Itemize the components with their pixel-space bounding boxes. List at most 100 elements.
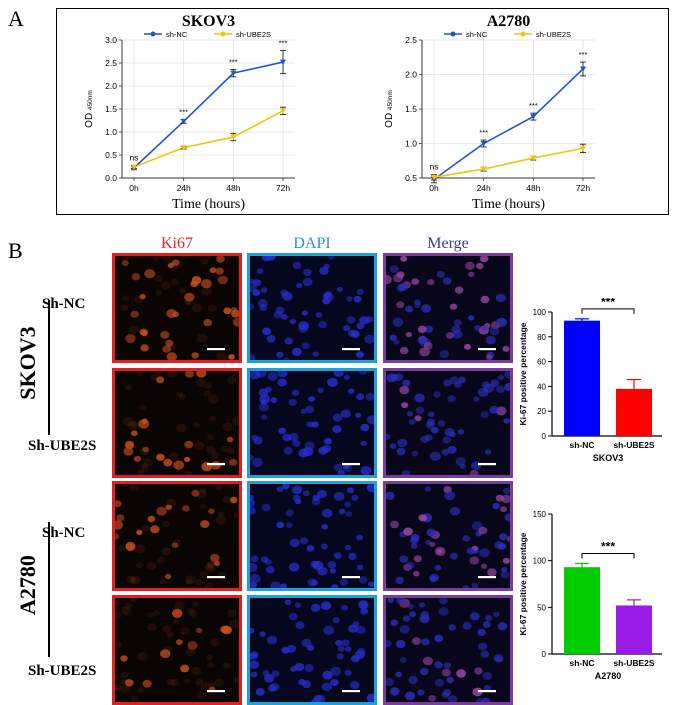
x-tick-label: 0h: [429, 183, 439, 193]
bar-sh-NC: [564, 320, 600, 436]
x-tick-label: 24h: [177, 183, 191, 193]
micrograph-dapi-row-1: [247, 253, 377, 363]
data-point: [280, 108, 286, 114]
data-point: [280, 59, 286, 66]
y-tick-label: 50: [537, 603, 546, 612]
micrograph-ki67-row-4: [112, 595, 242, 705]
y-tick-label: 150: [533, 510, 547, 519]
scale-bar: [207, 690, 225, 693]
data-point: [480, 141, 487, 147]
row-label-skov3-shnc: Sh-NC: [42, 296, 86, 312]
micrograph-merge-row-3: [383, 481, 513, 591]
y-tick-label: 1.0: [105, 127, 117, 137]
y-axis-label: OD 450nm: [84, 90, 95, 128]
micrograph-dapi-row-3: [247, 481, 377, 591]
significance-bracket: [581, 308, 635, 314]
significance-label: ***: [579, 50, 588, 59]
panel-a-frame: [56, 8, 669, 215]
legend-label: sh-UBE2S: [536, 30, 571, 39]
col-header-dapi: DAPI: [293, 235, 331, 252]
data-point: [180, 145, 187, 151]
x-axis-label: Time (hours): [472, 197, 545, 212]
scale-bar: [478, 463, 496, 466]
significance-bracket: [581, 552, 635, 559]
legend-marker: [450, 31, 456, 37]
micrograph-merge-row-4: [383, 595, 513, 705]
y-tick-label: 2.0: [105, 81, 117, 91]
significance-label: ***: [601, 298, 615, 309]
data-point: [530, 114, 537, 120]
data-point: [131, 164, 137, 170]
series-line-sh-NC: [433, 68, 584, 181]
y-tick-label: 1.5: [405, 104, 417, 114]
data-point: [530, 155, 537, 161]
legend-marker: [520, 31, 526, 37]
bar-sh-UBE2S: [616, 605, 652, 654]
y-tick-label: 40: [537, 382, 546, 391]
legend-marker: [150, 31, 156, 37]
y-tick-label: 2.0: [405, 70, 417, 80]
x-tick-label: 24h: [477, 183, 491, 193]
y-tick-label: 0.0: [105, 173, 117, 183]
panel-letter-a: A: [8, 6, 24, 31]
chart-title: A2780: [595, 671, 622, 681]
micrograph-ki67-row-3: [112, 481, 242, 591]
y-axis-label: Ki-67 positive percentage: [518, 322, 528, 425]
micrograph-ki67-row-2: [112, 368, 242, 478]
y-axis-label: OD 450nm: [384, 90, 395, 128]
legend-label: sh-NC: [466, 30, 488, 39]
y-axis-label: Ki-67 positive percentage: [518, 532, 528, 635]
micrograph-merge-row-1: [383, 253, 513, 363]
scale-bar: [478, 348, 496, 351]
data-point: [580, 66, 586, 72]
scale-bar: [207, 463, 225, 466]
bar-sh-UBE2S: [616, 388, 652, 436]
significance-label: ***: [601, 539, 615, 553]
legend-label: sh-NC: [166, 30, 188, 39]
y-tick-label: 20: [537, 407, 546, 416]
cell-line-label-skov3: SKOV3: [15, 326, 40, 400]
y-tick-label: 100: [533, 308, 547, 317]
series-line-sh-UBE2S: [433, 147, 584, 179]
significance-label: ***: [179, 108, 188, 117]
micrograph-merge-row-2: [383, 368, 513, 478]
y-tick-label: 2.5: [405, 35, 417, 45]
y-tick-label: 0.5: [405, 173, 417, 183]
data-point: [480, 166, 487, 173]
x-tick-label: 48h: [226, 183, 240, 193]
data-point: [180, 118, 187, 125]
y-tick-label: 60: [537, 358, 546, 367]
chart-title: SKOV3: [182, 13, 235, 30]
bar-chart-skov3: 0 20 40 60 80 100 sh-NC sh-UBE2S *** SKOV3 Ki-67 p…: [518, 298, 662, 463]
y-tick-label: 3.0: [105, 35, 117, 45]
x-tick-label: sh-UBE2S: [613, 440, 654, 450]
x-tick-label: 72h: [576, 183, 590, 193]
x-tick-label: sh-NC: [569, 440, 594, 450]
micrograph-ki67-row-1: [112, 253, 242, 363]
scale-bar: [478, 576, 496, 579]
data-point: [230, 134, 237, 141]
y-tick-label: 100: [533, 557, 547, 566]
series-line-sh-NC: [133, 61, 284, 169]
data-point: [580, 145, 586, 152]
bar-chart-a2780: 0 50 100 150 sh-NC sh-UBE2S *** A2780 Ki-67 posi…: [518, 510, 662, 681]
y-tick-label: 0: [542, 432, 547, 441]
legend-marker: [220, 31, 226, 37]
panel-letter-b: B: [8, 238, 23, 263]
x-axis-label: Time (hours): [172, 197, 245, 212]
micrograph-dapi-row-4: [247, 595, 377, 705]
significance-label: ***: [529, 101, 538, 110]
significance-label: ns: [130, 153, 139, 163]
legend-label: sh-UBE2S: [236, 30, 271, 39]
scale-bar: [342, 576, 360, 579]
y-tick-label: 2.5: [105, 58, 117, 68]
scale-bar: [342, 690, 360, 693]
bar-sh-NC: [564, 567, 600, 654]
y-tick-label: 1.0: [405, 139, 417, 149]
series-line-sh-UBE2S: [133, 110, 284, 168]
row-label-skov3-shube2s: Sh-UBE2S: [28, 438, 97, 454]
scale-bar: [342, 463, 360, 466]
significance-label: ***: [229, 57, 238, 66]
scale-bar: [478, 690, 496, 693]
